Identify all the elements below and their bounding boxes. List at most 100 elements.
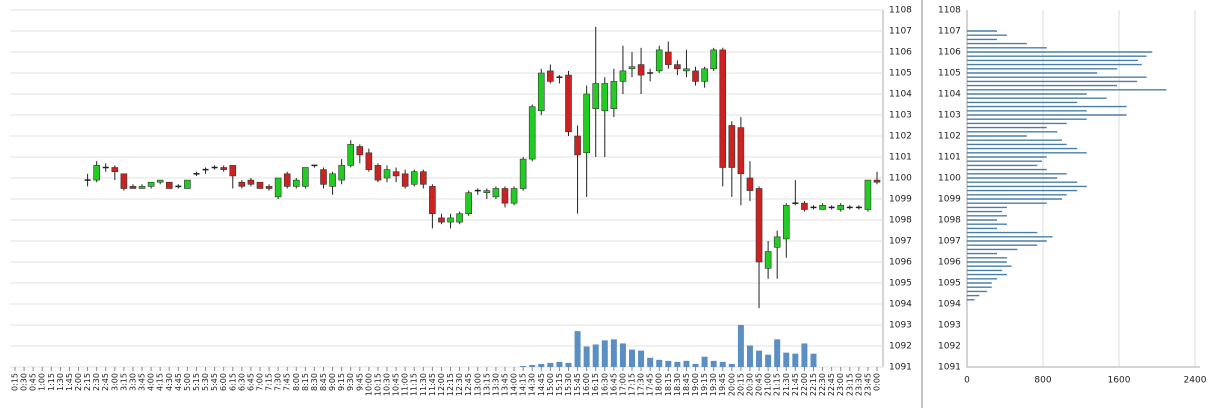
x-tick-label: 20:00 bbox=[727, 373, 736, 396]
x-tick-label: 18:45 bbox=[682, 373, 691, 396]
volume-bar bbox=[774, 339, 781, 367]
x-tick-label: 5:15 bbox=[192, 373, 201, 391]
candle-body bbox=[456, 213, 463, 223]
x-tick-label: 9:15 bbox=[337, 373, 346, 391]
x-tick-label: 12:15 bbox=[446, 373, 455, 396]
x-tick-label: 16:45 bbox=[609, 373, 618, 396]
x-tick-label: 14:45 bbox=[537, 373, 546, 396]
candle-body bbox=[165, 181, 173, 189]
candle-body bbox=[601, 83, 609, 112]
x-tick-label: 22:00 bbox=[800, 373, 809, 396]
candle-body bbox=[819, 205, 826, 210]
x-tick-label: 11:30 bbox=[419, 373, 428, 396]
candle-body bbox=[247, 179, 255, 185]
volume-bar bbox=[538, 363, 545, 367]
candle-body bbox=[864, 179, 872, 210]
candle-body bbox=[429, 186, 436, 214]
candle-body bbox=[782, 205, 790, 240]
x-tick-label: 8:30 bbox=[310, 373, 319, 391]
volume-bar bbox=[728, 363, 735, 367]
candle-body bbox=[764, 251, 772, 269]
candle-body bbox=[483, 190, 491, 194]
x-tick-label: 18:00 bbox=[655, 373, 664, 396]
y-tick-label: 1091 bbox=[938, 363, 961, 373]
candle-body bbox=[773, 236, 781, 248]
x-tick-label: 6:45 bbox=[246, 373, 255, 391]
candle-body bbox=[420, 171, 427, 185]
candle-body bbox=[655, 49, 663, 72]
x-tick-label: 16:30 bbox=[600, 373, 609, 396]
volume-bar bbox=[547, 362, 554, 367]
volume-bar bbox=[756, 350, 763, 367]
x-tick-label: 0:15 bbox=[11, 373, 20, 391]
x-tick-label: 17:30 bbox=[637, 373, 646, 396]
candle-body bbox=[184, 179, 191, 189]
x-tick-label: 18:30 bbox=[673, 373, 682, 396]
candle-body bbox=[356, 146, 364, 156]
candle-body bbox=[683, 68, 690, 72]
x-tick-label: 11:45 bbox=[428, 373, 437, 396]
candle-body bbox=[410, 171, 418, 185]
candle-body bbox=[93, 165, 100, 181]
candle-body bbox=[628, 66, 636, 70]
y-tick-label: 1102 bbox=[889, 132, 912, 142]
x-tick-label: 6:30 bbox=[237, 373, 246, 391]
candle-body bbox=[338, 165, 345, 181]
volume-bar bbox=[656, 359, 663, 367]
x-tick-label: 15:30 bbox=[564, 373, 573, 396]
x-tick-label: 9:00 bbox=[328, 373, 337, 391]
volume-bar bbox=[810, 353, 817, 367]
x-tick-label: 23:30 bbox=[854, 373, 863, 396]
y-tick-label: 1092 bbox=[938, 342, 961, 352]
x-tick-label: 5:00 bbox=[183, 373, 192, 391]
x-tick-label: 1:15 bbox=[47, 373, 56, 391]
y-tick-label: 1108 bbox=[889, 6, 912, 16]
volume-bar bbox=[746, 345, 753, 367]
y-tick-label: 1097 bbox=[889, 237, 912, 247]
y-tick-label: 1103 bbox=[938, 111, 961, 121]
candle-body bbox=[256, 181, 264, 189]
candle-body bbox=[292, 179, 300, 187]
candle-body bbox=[138, 186, 146, 189]
x-tick-label: 21:30 bbox=[782, 373, 791, 396]
x-tick-label: 19:45 bbox=[718, 373, 727, 396]
x-tick-label: 21:00 bbox=[764, 373, 773, 396]
candle-body bbox=[220, 167, 227, 170]
candle-body bbox=[383, 169, 391, 179]
candle-body bbox=[519, 158, 527, 189]
candle-body bbox=[501, 188, 509, 204]
x-tick-label: 8:00 bbox=[292, 373, 301, 391]
candle-body bbox=[873, 179, 881, 183]
x-tick-label: 0 bbox=[964, 376, 970, 386]
x-tick-label: 6:00 bbox=[219, 373, 228, 391]
x-tick-label: 4:15 bbox=[156, 373, 165, 391]
candle-body bbox=[746, 177, 754, 191]
x-tick-label: 14:00 bbox=[510, 373, 519, 396]
x-tick-label: 8:15 bbox=[301, 373, 310, 391]
y-tick-label: 1096 bbox=[889, 258, 912, 268]
x-tick-label: 21:15 bbox=[773, 373, 782, 396]
y-tick-label: 1098 bbox=[889, 216, 912, 226]
candle-body bbox=[510, 188, 518, 204]
candle-body bbox=[229, 165, 237, 177]
candle-body bbox=[492, 188, 500, 198]
x-tick-label: 22:15 bbox=[809, 373, 818, 396]
x-tick-label: 4:00 bbox=[147, 373, 156, 391]
volume-bar bbox=[619, 343, 626, 367]
x-tick-label: 3:30 bbox=[128, 373, 137, 391]
volume-bar bbox=[520, 365, 527, 367]
y-tick-label: 1098 bbox=[938, 216, 961, 226]
y-tick-label: 1100 bbox=[889, 174, 912, 184]
x-tick-label: 7:15 bbox=[265, 373, 274, 391]
candle-body bbox=[392, 171, 400, 177]
candle-body bbox=[610, 81, 618, 110]
x-tick-label: 12:30 bbox=[455, 373, 464, 396]
x-tick-label: 16:00 bbox=[582, 373, 591, 396]
x-tick-label: 1:00 bbox=[38, 373, 47, 391]
y-tick-label: 1099 bbox=[938, 195, 961, 205]
volume-bar bbox=[529, 364, 536, 367]
x-tick-label: 2400 bbox=[1184, 376, 1207, 386]
x-tick-label: 14:30 bbox=[528, 373, 537, 396]
x-tick-label: 13:15 bbox=[482, 373, 491, 396]
x-tick-label: 17:15 bbox=[628, 373, 637, 396]
